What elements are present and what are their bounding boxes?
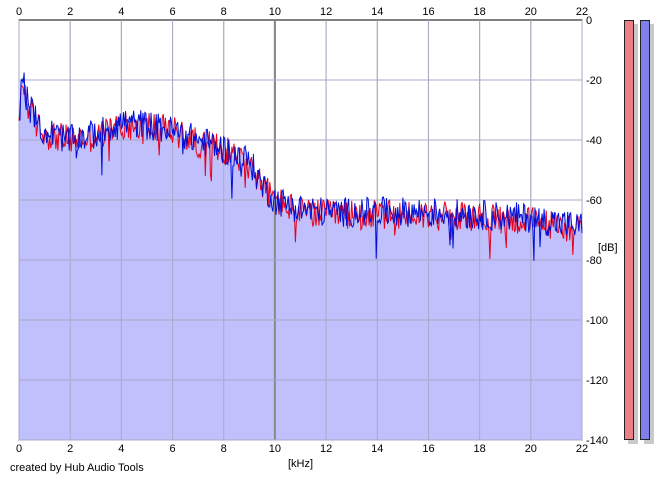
x-tick-label-bottom: 12	[320, 443, 332, 455]
x-tick-label-bottom: 8	[221, 443, 227, 455]
y-tick-label: -120	[586, 375, 608, 387]
x-tick-label-top: 4	[118, 6, 124, 18]
series-lines	[18, 72, 583, 261]
left-level-meter	[624, 20, 634, 440]
x-tick-label-top: 18	[474, 6, 486, 18]
y-tick-label: -140	[586, 435, 608, 447]
x-tick-label-top: 20	[525, 6, 537, 18]
right-level-meter	[640, 20, 650, 440]
x-tick-label-bottom: 2	[67, 443, 73, 455]
x-tick-label-bottom: 4	[118, 443, 124, 455]
y-tick-label: -20	[586, 75, 602, 87]
x-tick-label-bottom: 0	[16, 443, 22, 455]
x-tick-label-top: 10	[269, 6, 281, 18]
x-tick-label-top: 0	[16, 6, 22, 18]
tick-labels: 002244668810101212141416161818202022220-…	[16, 6, 608, 455]
spectrum-area	[19, 72, 582, 440]
x-tick-label-bottom: 20	[525, 443, 537, 455]
y-tick-label: 0	[586, 15, 592, 27]
x-tick-label-bottom: 16	[422, 443, 434, 455]
x-tick-label-top: 2	[67, 6, 73, 18]
series-right-channel	[18, 72, 583, 261]
x-tick-label-top: 14	[371, 6, 383, 18]
x-tick-label-top: 6	[169, 6, 175, 18]
y-axis-label: [dB]	[598, 242, 618, 254]
y-tick-label: -40	[586, 135, 602, 147]
spectrum-fill	[18, 20, 583, 441]
x-tick-label-bottom: 14	[371, 443, 383, 455]
y-tick-label: -100	[586, 315, 608, 327]
y-tick-label: -60	[586, 195, 602, 207]
x-tick-label-bottom: 6	[169, 443, 175, 455]
x-tick-label-bottom: 18	[474, 443, 486, 455]
x-axis-label: [kHz]	[288, 458, 313, 470]
x-tick-label-bottom: 10	[269, 443, 281, 455]
y-tick-label: -80	[586, 255, 602, 267]
x-tick-label-top: 8	[221, 6, 227, 18]
x-tick-label-bottom: 22	[576, 443, 588, 455]
x-tick-label-top: 16	[422, 6, 434, 18]
x-tick-label-top: 22	[576, 6, 588, 18]
credit-text: created by Hub Audio Tools	[10, 462, 144, 474]
x-tick-label-top: 12	[320, 6, 332, 18]
